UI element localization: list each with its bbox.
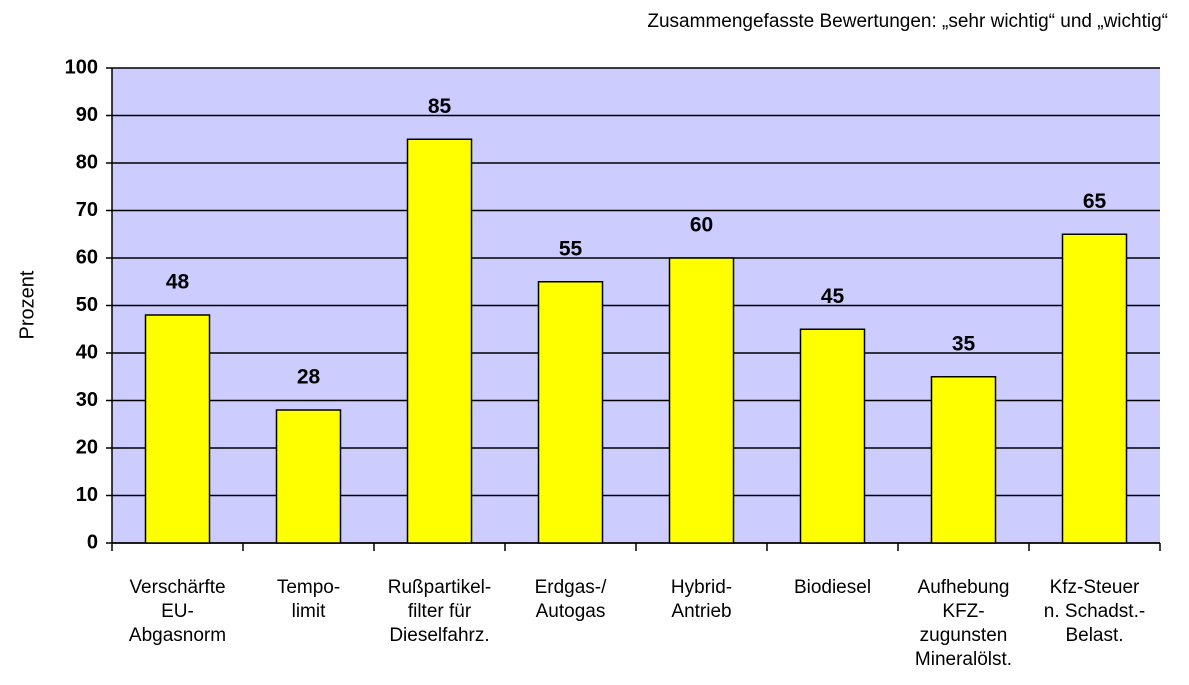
value-label: 85 [428, 95, 452, 118]
y-tick-label: 0 [87, 531, 98, 553]
y-tick-label: 10 [76, 484, 98, 506]
value-label: 60 [690, 214, 713, 237]
y-tick-label: 60 [76, 246, 98, 268]
value-label: 48 [166, 271, 190, 294]
y-tick-label: 70 [76, 199, 98, 221]
value-label: 35 [952, 332, 976, 355]
value-label: 55 [559, 237, 583, 260]
x-tick-label: Biodiesel [793, 577, 872, 598]
value-label: 28 [297, 366, 321, 389]
x-tick-label: Rußpartikel- filter für Dieselfahrz. [387, 577, 492, 646]
x-tick-label: Aufhebung KFZ- zugunsten Mineralölst. [914, 577, 1013, 670]
x-tick-label: Hybrid- Antrieb [670, 577, 733, 622]
bar [1061, 233, 1128, 544]
bar [406, 138, 473, 544]
bar [275, 409, 342, 544]
x-tick-label: Tempo- limit [276, 577, 341, 622]
bar [668, 257, 735, 544]
y-tick-label: 20 [76, 436, 98, 458]
y-tick-label: 80 [76, 151, 98, 173]
bar [537, 281, 604, 544]
y-tick-label: 40 [76, 341, 98, 363]
bar [799, 328, 866, 544]
x-tick-label: Verschärfte EU- Abgasnorm [128, 577, 227, 646]
value-label: 65 [1083, 190, 1107, 213]
bar [144, 314, 211, 544]
chart-subtitle: Zusammengefasste Bewertungen: „sehr wich… [647, 11, 1168, 32]
bar [930, 376, 997, 544]
y-tick-label: 90 [76, 104, 98, 126]
x-tick-label: Kfz-Steuer n. Schadst.- Belast. [1043, 577, 1146, 646]
x-tick-label: Erdgas-/ Autogas [534, 577, 607, 622]
y-tick-label: 30 [76, 389, 98, 411]
y-axis-label: Prozent [16, 270, 38, 339]
value-label: 45 [821, 285, 845, 308]
y-tick-label: 100 [65, 56, 98, 78]
y-tick-label: 50 [76, 294, 98, 316]
